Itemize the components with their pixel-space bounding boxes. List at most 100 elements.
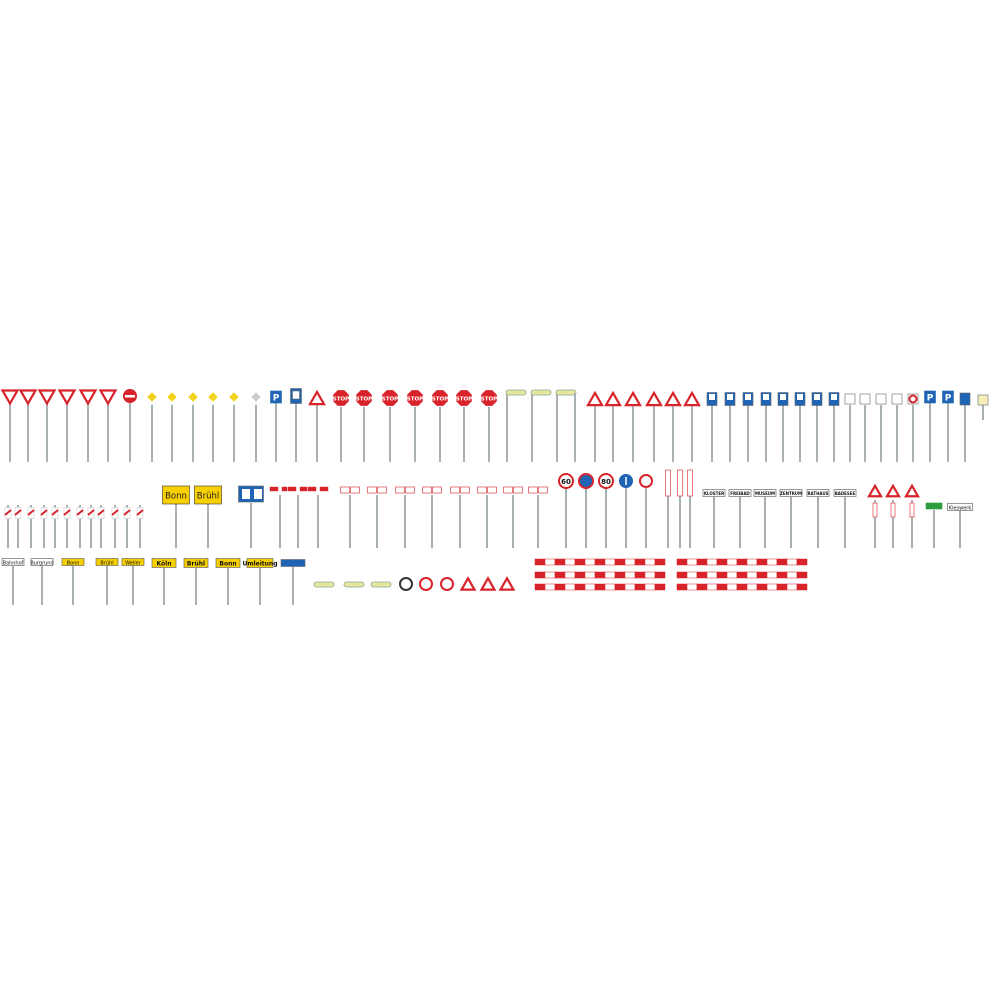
sign-text: 60 [561, 478, 571, 486]
barrier-block [796, 583, 808, 591]
round-sign [598, 473, 614, 489]
barrier-block [726, 571, 738, 579]
barrier-block [776, 571, 788, 579]
barrier-block [716, 583, 728, 591]
triangle-sign [664, 390, 682, 407]
sign-text: FREIBAD [730, 491, 750, 496]
barrier-block [746, 558, 758, 566]
sign-text: KLOSTER [704, 491, 724, 496]
barrier-block [574, 558, 586, 566]
stop-sign [355, 389, 373, 407]
rect-sign [806, 489, 830, 497]
barrier-block [634, 583, 646, 591]
rect-sign [61, 558, 85, 566]
rect-sign [432, 486, 442, 494]
rect-sign [977, 394, 989, 406]
barrier-block [676, 583, 688, 591]
barrier-block [776, 558, 788, 566]
barrier-block [654, 571, 666, 579]
rect-sign [833, 489, 857, 497]
stop-sign [431, 389, 449, 407]
barrier-block [574, 583, 586, 591]
priority-sign [225, 388, 243, 406]
triangle-sign [904, 483, 920, 498]
stripe [87, 509, 95, 516]
barrier-block [584, 583, 596, 591]
triangle-sign [57, 389, 77, 406]
barrier-block [786, 558, 798, 566]
rect-sign [814, 394, 820, 400]
barrier-block [746, 583, 758, 591]
rect-sign [780, 394, 786, 400]
barrier-block [604, 571, 616, 579]
round-sign [558, 473, 574, 489]
rect-sign [677, 469, 683, 497]
rect-sign [269, 486, 279, 492]
triangle-sign [867, 483, 883, 498]
barrier-block [686, 571, 698, 579]
barrier-block [624, 571, 636, 579]
rect-sign [779, 489, 803, 497]
stripe [76, 509, 84, 516]
sign-text: ZENTRUM [780, 491, 802, 496]
rect-sign [1, 558, 25, 566]
stripe [123, 509, 131, 516]
rect-sign [287, 486, 297, 492]
barrier-block [696, 571, 708, 579]
barrier-block [686, 583, 698, 591]
barrier-block [736, 583, 748, 591]
rect-sign [513, 486, 523, 494]
barrier-block [756, 558, 768, 566]
barrier-block [726, 558, 738, 566]
round-sign [440, 577, 454, 591]
stripe [40, 509, 48, 516]
sign-text: Köln [157, 561, 172, 568]
bracket-sign [505, 389, 527, 396]
rect-sign [528, 486, 538, 494]
barrier-block [696, 583, 708, 591]
barrier-block [654, 583, 666, 591]
barrier-block [564, 558, 576, 566]
sign-text: Brühl [187, 561, 205, 568]
barrier-block [544, 571, 556, 579]
rect-sign [709, 394, 715, 400]
rect-sign [727, 394, 733, 400]
rect-sign [377, 486, 387, 494]
bar [125, 395, 135, 398]
sign-text: 80 [601, 478, 611, 486]
rect-sign [194, 485, 222, 505]
sign-text: Bonn [67, 561, 80, 567]
rect-sign [151, 558, 177, 568]
rect-sign [763, 394, 769, 400]
barrier-block [654, 558, 666, 566]
barrier-block [726, 583, 738, 591]
sign-text: STOP [407, 397, 423, 403]
barrier-block [554, 571, 566, 579]
sign-text: STOP [481, 397, 497, 403]
sign-text: Bonn [165, 492, 187, 502]
rect-sign [405, 486, 415, 494]
barrier-block [604, 583, 616, 591]
rect-sign [319, 486, 329, 492]
stripe [4, 509, 12, 516]
sign-text: P [945, 394, 952, 404]
rect-sign [270, 390, 282, 404]
rect-sign [183, 558, 209, 568]
barrier-block [594, 583, 606, 591]
stripe [51, 509, 59, 516]
rect-sign [875, 393, 887, 405]
rect-sign [891, 393, 903, 405]
barrier-block [706, 571, 718, 579]
bracket-sign [530, 389, 552, 396]
sign-text: P [273, 394, 280, 404]
barrier-block [554, 583, 566, 591]
rect-sign [460, 486, 470, 494]
rect-sign [745, 394, 751, 400]
barrier-block [786, 571, 798, 579]
barrier-block [634, 558, 646, 566]
round-sign [399, 577, 413, 591]
barrier-block [786, 583, 798, 591]
triangle-sign [459, 576, 477, 591]
rect-sign [477, 486, 487, 494]
